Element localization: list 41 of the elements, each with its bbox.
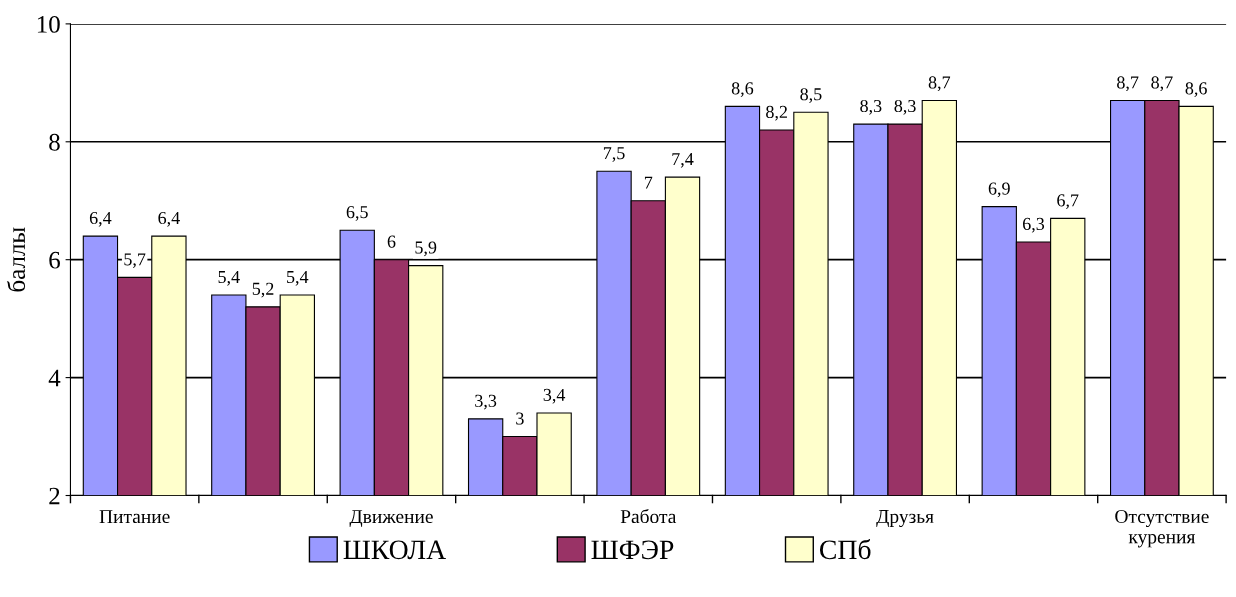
y-tick-label: 6 xyxy=(49,251,60,269)
data-label: 5,4 xyxy=(218,271,240,286)
data-label: 5,4 xyxy=(287,271,309,286)
y-axis-title: баллы xyxy=(6,227,26,292)
data-label: 7 xyxy=(644,176,653,189)
data-label: 7,4 xyxy=(672,153,694,168)
data-label: 8,7 xyxy=(1151,76,1173,92)
x-tick-label: Работа xyxy=(620,508,677,524)
data-label: 8,3 xyxy=(894,99,916,115)
y-tick-label: 10 xyxy=(37,15,60,33)
data-label: 8,7 xyxy=(928,76,951,92)
x-tick-label: Отсутствие курения xyxy=(1115,509,1209,548)
y-tick-label: 4 xyxy=(48,369,61,387)
data-label: 6,4 xyxy=(89,211,112,227)
legend-label: ШКОЛА xyxy=(343,540,446,560)
data-label: 6,7 xyxy=(1057,194,1079,210)
data-label: 8,6 xyxy=(1185,82,1207,98)
data-label: 5,2 xyxy=(252,282,274,298)
legend-label: ШФЭР xyxy=(591,540,674,560)
data-label: 8,5 xyxy=(800,88,822,103)
data-label: 8,2 xyxy=(766,105,787,121)
data-label: 5,9 xyxy=(415,241,437,257)
data-label: 6,9 xyxy=(988,182,1010,198)
data-label: 8,3 xyxy=(860,99,882,115)
x-tick-label: Друзья xyxy=(876,510,934,528)
data-label: 8,6 xyxy=(731,82,754,98)
y-tick-label: 8 xyxy=(49,133,60,151)
data-label: 6,5 xyxy=(346,206,368,221)
data-label: 7,5 xyxy=(603,147,625,162)
data-label: 3,3 xyxy=(475,394,497,410)
x-tick-label: Движение xyxy=(349,510,433,528)
data-label: 5,7 xyxy=(124,253,146,268)
data-label: 8,7 xyxy=(1117,76,1139,92)
data-label: 3,4 xyxy=(543,388,566,404)
data-label: 3 xyxy=(516,412,524,425)
legend-label: СПб xyxy=(819,539,871,560)
data-label: 6,3 xyxy=(1022,217,1045,233)
y-tick-label: 2 xyxy=(49,487,60,505)
data-label: 6,4 xyxy=(158,211,180,227)
x-tick-label: Питание xyxy=(99,510,170,524)
data-label: 6 xyxy=(387,235,396,248)
